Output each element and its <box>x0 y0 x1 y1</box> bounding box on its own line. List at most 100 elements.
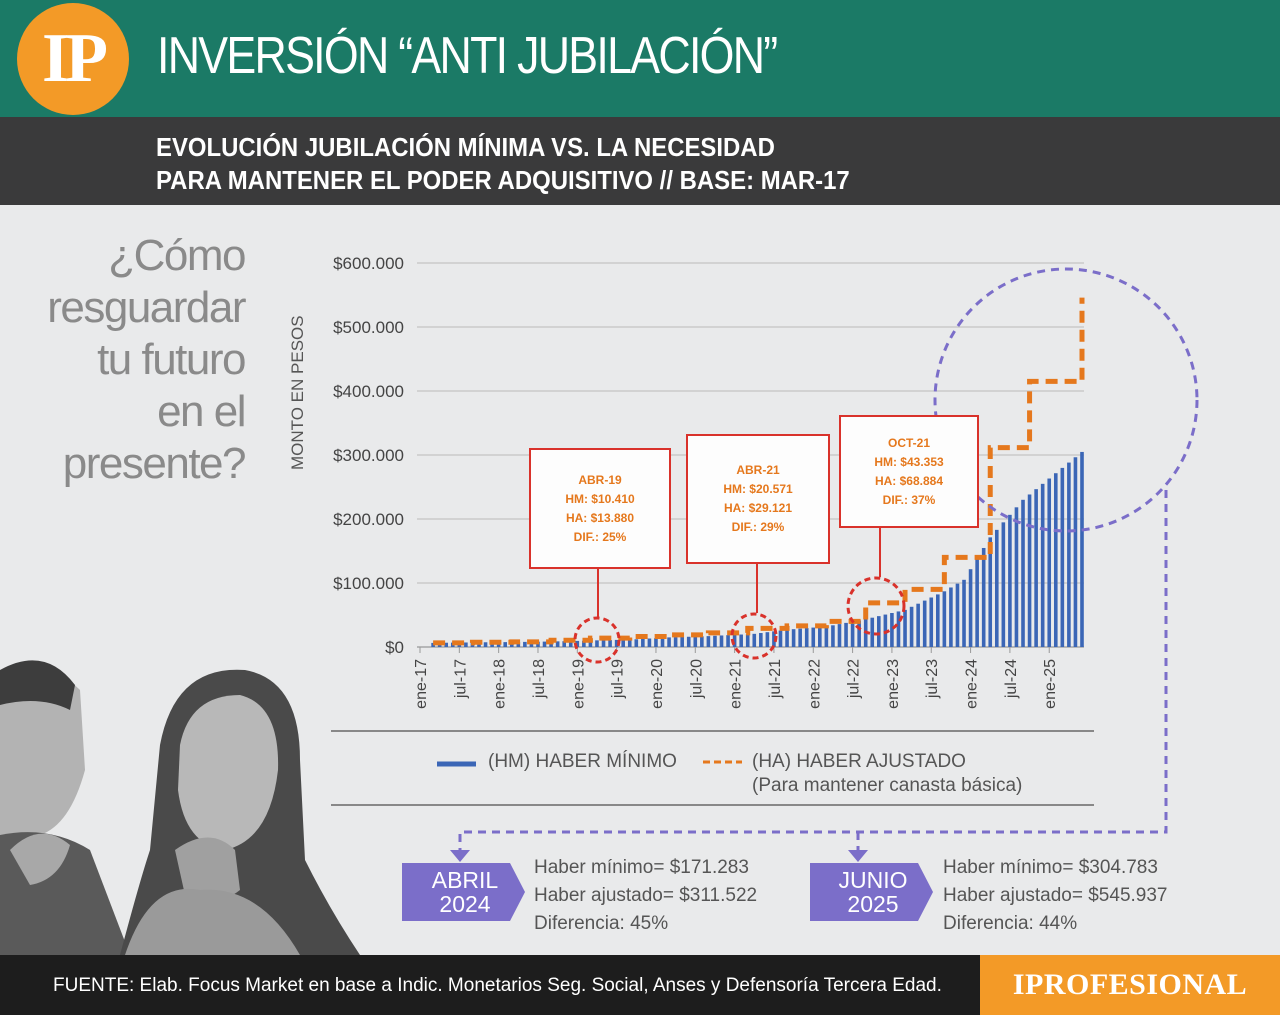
hm-bar <box>798 628 802 647</box>
hm-bar <box>686 636 691 647</box>
hm-bar <box>719 635 724 647</box>
legend-divider-top <box>331 730 1094 732</box>
x-tick-label: jul-21 <box>767 659 784 699</box>
hm-bar <box>673 637 678 647</box>
hm-bar <box>1067 462 1071 647</box>
hm-bar <box>667 637 671 647</box>
brand-badge: IPROFESIONAL <box>980 955 1280 1015</box>
hm-bar <box>949 587 953 647</box>
stats-junio-2025: Haber mínimo= $304.783 Haber ajustado= $… <box>943 854 1167 938</box>
annotation-box: OCT-21 HM: $43.353 HA: $68.884 DIF.: 37% <box>839 415 979 528</box>
question-line: presente? <box>62 439 247 488</box>
annotation-markers <box>573 527 906 664</box>
hm-bar <box>975 558 979 647</box>
tag-month: JUNIO <box>838 867 908 893</box>
hm-bar <box>831 625 835 647</box>
x-tick-label: ene-22 <box>806 659 823 709</box>
stats-dif: Diferencia: 45% <box>534 913 669 934</box>
hm-bar <box>968 569 973 647</box>
hm-bar <box>608 640 612 647</box>
stats-ha: Haber ajustado= $545.937 <box>943 885 1168 906</box>
logo-text: IP <box>42 20 108 97</box>
brand-name: IPROFESIONAL <box>1012 968 1248 1001</box>
hm-bar <box>778 630 783 647</box>
hm-bar <box>791 629 796 647</box>
hm-bar <box>601 640 606 647</box>
hm-bar <box>857 620 861 647</box>
x-tick-label: jul-22 <box>846 659 863 699</box>
x-tick-label: ene-17 <box>413 659 430 709</box>
stats-hm: Haber mínimo= $171.283 <box>534 857 749 878</box>
x-tick-labels: ene-17 jul-17 ene-18 jul-18 ene-19 jul-19 ene-… <box>413 647 1059 709</box>
hm-bar <box>1034 489 1038 647</box>
arrow-head <box>848 850 868 862</box>
hm-bar <box>1008 514 1012 647</box>
hm-bar <box>988 537 993 647</box>
hm-bar <box>909 606 914 647</box>
hm-bar <box>568 641 573 647</box>
tag-shape <box>402 863 525 921</box>
tag-year: 2024 <box>439 891 491 917</box>
ip-logo: IP <box>17 3 129 115</box>
hm-bar <box>739 634 743 647</box>
hm-bar <box>444 642 449 647</box>
legend-ha-label: (HA) HABER AJUSTADO <box>752 751 966 772</box>
hm-bar <box>700 636 704 647</box>
hm-bar <box>654 638 658 647</box>
arrow-head <box>450 850 470 862</box>
hm-bar <box>883 614 888 647</box>
hm-bar <box>1014 507 1019 647</box>
hm-bar <box>660 637 665 647</box>
stats-dif: Diferencia: 44% <box>943 913 1078 934</box>
hm-bar <box>890 613 894 647</box>
hm-bar <box>582 640 586 647</box>
annotation-ha: HA: $13.880 <box>565 510 635 525</box>
hm-bar <box>824 626 829 647</box>
x-tick-label: jul-17 <box>452 659 469 699</box>
x-tick-label: jul-20 <box>688 659 705 699</box>
hm-bars <box>431 451 1084 647</box>
hm-bar <box>595 640 599 647</box>
hm-bar <box>523 641 527 647</box>
annotation-date: ABR-19 <box>578 472 622 487</box>
legend-ha-note: (Para mantener canasta básica) <box>752 775 1023 796</box>
hm-bar <box>922 600 927 647</box>
y-tick-label: $300.000 <box>333 446 404 465</box>
y-tick-labels: $0 $100.000 $200.000 $300.000 $400.000 $500.0… <box>333 254 404 657</box>
x-tick-label: ene-20 <box>649 659 666 709</box>
source-text: FUENTE: Elab. Focus Market en base a Ind… <box>53 975 942 996</box>
y-tick-label: $600.000 <box>333 254 404 273</box>
highlight-connector <box>458 490 1168 853</box>
hm-bar <box>621 639 625 647</box>
annotation-date: OCT-21 <box>887 435 930 450</box>
hm-bar <box>955 583 960 647</box>
hm-bar <box>627 639 632 647</box>
legend-hm-label: (HM) HABER MÍNIMO <box>488 751 677 772</box>
hm-bar <box>1001 522 1006 647</box>
hm-bar <box>529 641 534 647</box>
annotation-dif: DIF.: 25% <box>573 529 627 544</box>
y-tick-label: $200.000 <box>333 510 404 529</box>
tag-abril-2024: ABRIL 2024 <box>402 863 528 921</box>
hm-bar <box>706 636 711 647</box>
x-tick-label: ene-19 <box>570 659 587 709</box>
hm-bar <box>1053 473 1058 647</box>
hm-bar <box>772 631 776 647</box>
tag-year: 2025 <box>847 891 899 917</box>
hm-bar <box>916 603 920 647</box>
hm-bar <box>726 635 730 647</box>
x-tick-label: jul-18 <box>531 659 548 699</box>
hm-bar <box>503 642 508 647</box>
x-tick-label: ene-18 <box>492 659 509 709</box>
hm-bar <box>693 636 698 647</box>
highlight-circle <box>933 267 1199 533</box>
question-text: ¿Cómo resguardar tu futuro en el present… <box>47 230 247 490</box>
page-title: INVERSIÓN “ANTI JUBILACIÓN” <box>157 27 778 85</box>
hm-bar <box>896 611 901 647</box>
annotation-hm: HM: $43.353 <box>874 454 944 469</box>
header-band <box>0 0 1280 117</box>
subtitle-line2: PARA MANTENER EL PODER ADQUISITIVO // BA… <box>156 165 850 195</box>
hm-bar <box>818 627 822 647</box>
question-line: resguardar <box>47 283 246 332</box>
annotation-dif: DIF.: 29% <box>731 520 785 534</box>
